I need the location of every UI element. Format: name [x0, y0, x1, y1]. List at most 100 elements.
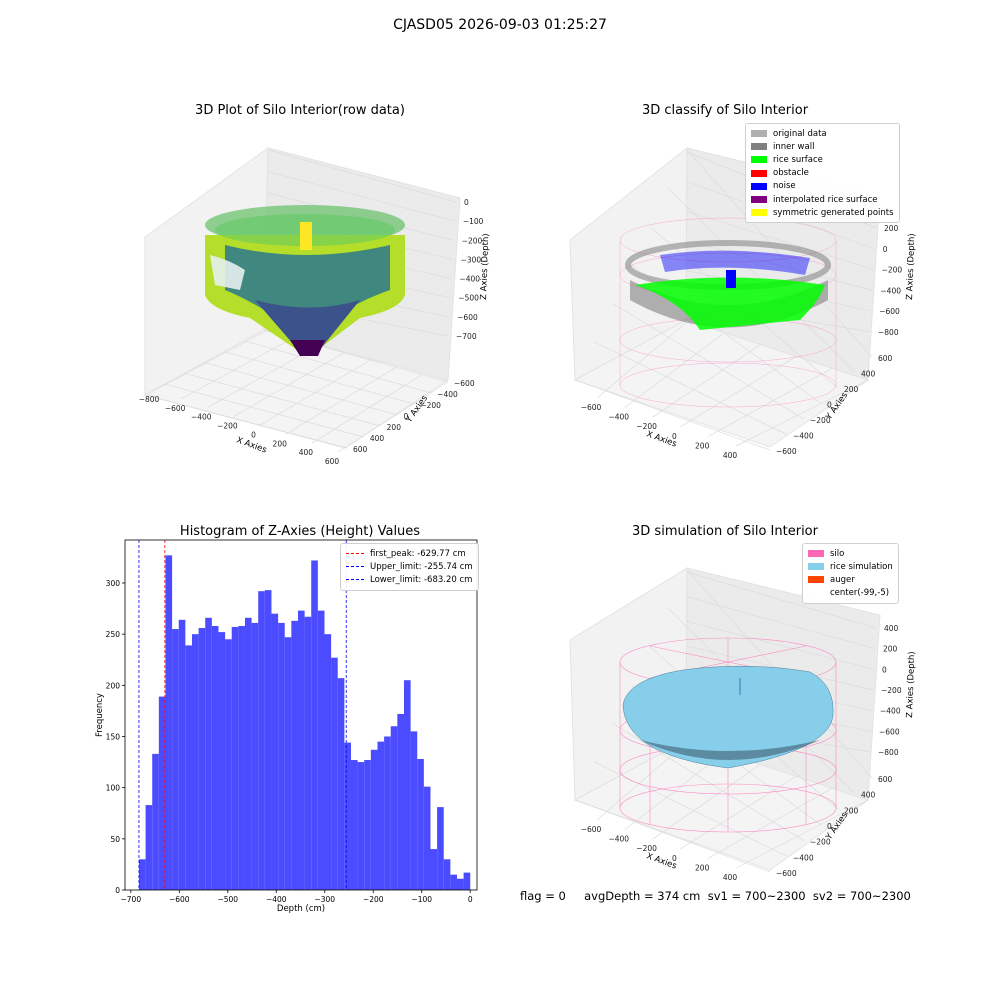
histogram-bar — [284, 637, 292, 890]
y-tick-label: 600 — [353, 445, 368, 454]
y-tick-label: 600 — [878, 354, 893, 363]
z-tick-label: 400 — [884, 624, 899, 633]
z-tick-label: 0 — [464, 198, 469, 207]
histogram-bar — [258, 591, 265, 890]
y-tick-label: 250 — [106, 630, 121, 639]
grid-line — [574, 379, 771, 451]
x-tick-label: −500 — [217, 895, 238, 904]
y-tick-label: 200 — [844, 385, 859, 394]
swatch — [808, 550, 824, 558]
x-tick-label: 600 — [325, 457, 340, 466]
histogram-bar — [403, 680, 411, 890]
grid-line — [593, 341, 788, 435]
y-tick-label: 0 — [404, 412, 409, 421]
line-swatch — [346, 553, 364, 555]
histogram-bar — [231, 626, 239, 890]
z-tick-label: −800 — [878, 328, 899, 337]
panel-1-plot: −800−600−400−20002004006006004002000−200… — [139, 147, 491, 466]
grid-line — [244, 340, 432, 394]
histogram-bar — [350, 760, 358, 890]
histogram-bar — [344, 742, 351, 890]
y-tick-label: −400 — [793, 432, 814, 441]
histogram-bar — [463, 872, 471, 890]
y-tick-label: 200 — [387, 423, 402, 432]
y-tick-label: −600 — [454, 379, 475, 388]
panel-2-plot: −600−400−20002004006004002000−200−400−60… — [569, 146, 917, 460]
histogram-bar — [178, 619, 186, 890]
y-tick-label: 0 — [827, 401, 832, 410]
grid-line — [686, 149, 873, 358]
y-tick-label: 600 — [878, 775, 893, 784]
z-tick-label: −300 — [461, 255, 482, 264]
line-swatch — [346, 579, 364, 581]
histogram-bar — [317, 610, 325, 890]
panel-1-title: 3D Plot of Silo Interior(row data) — [195, 103, 405, 118]
legend-rice-surface: rice surface — [751, 153, 894, 166]
legend-upper-limit: Upper_limit: -255.74 cm — [346, 560, 473, 573]
panel-1-point-cloud — [205, 205, 405, 356]
swatch — [751, 182, 767, 190]
grid-line — [612, 303, 805, 420]
panel-2-zlabel: Z Axies (Depth) — [905, 233, 917, 300]
y-tick-label: 150 — [106, 732, 121, 741]
histogram-bar — [165, 555, 173, 890]
panel-4-legend: silo rice simulation auger center(-99,-5… — [802, 543, 899, 604]
x-tick-label: 0 — [468, 895, 473, 904]
x-tick-label: 400 — [723, 451, 738, 460]
z-tick-label: 0 — [883, 245, 888, 254]
legend-interpolated: interpolated rice surface — [751, 193, 894, 206]
z-tick-label: −600 — [457, 313, 478, 322]
y-tick-label: 200 — [106, 681, 121, 690]
histogram-bar — [145, 805, 153, 890]
x-tick-label: −600 — [165, 404, 186, 413]
grid-line — [735, 799, 869, 869]
x-tick-label: 400 — [299, 448, 314, 457]
histogram-bar — [417, 759, 424, 890]
legend-rice-simulation: rice simulation — [808, 560, 893, 573]
histogram-bar — [244, 617, 252, 890]
legend-silo: silo — [808, 547, 893, 560]
grid-line — [574, 799, 771, 873]
grid-line — [624, 333, 724, 408]
grid-line — [680, 776, 796, 850]
legend-center: center(-99,-5) — [808, 587, 893, 600]
histogram-bar — [423, 786, 431, 890]
y-tick-label: 400 — [861, 370, 876, 379]
swatch — [808, 563, 824, 571]
y-tick-label: −400 — [793, 853, 814, 862]
histogram-bar — [138, 859, 146, 890]
histogram-bar — [397, 713, 404, 890]
histogram-bar — [410, 731, 418, 890]
histogram-bar — [364, 760, 371, 890]
grid-line — [686, 571, 877, 629]
histogram-bar — [384, 736, 391, 890]
grid-line — [652, 764, 760, 840]
panel-1-zlabel: Z Axies (Depth) — [479, 233, 491, 300]
legend-first-peak: first_peak: -629.77 cm — [346, 547, 473, 560]
grid-line — [735, 379, 869, 447]
histogram-bar — [450, 874, 457, 890]
x-tick-label: −300 — [314, 895, 335, 904]
histogram-bar — [337, 678, 345, 890]
x-tick-label: −600 — [581, 825, 602, 834]
grid-line — [144, 394, 348, 449]
histogram-bar — [225, 639, 232, 890]
z-tick-label: −200 — [882, 266, 903, 275]
z-tick-label: −100 — [463, 217, 484, 226]
z-tick-label: −500 — [458, 294, 479, 303]
x-tick-label: −600 — [581, 403, 602, 412]
grid-line — [337, 381, 449, 453]
histogram-bar — [357, 762, 365, 890]
x-tick-label: 200 — [273, 439, 288, 448]
grid-line — [686, 240, 873, 291]
z-tick-label: −600 — [879, 727, 900, 736]
swatch — [751, 209, 767, 217]
histogram-bar — [297, 610, 305, 890]
grid-line — [686, 620, 875, 670]
y-tick-label: 400 — [861, 791, 876, 800]
grid-line — [708, 788, 832, 859]
histogram-bar — [238, 625, 245, 890]
y-tick-label: −600 — [776, 869, 797, 878]
swatch — [751, 196, 767, 204]
z-tick-label: −200 — [881, 686, 902, 695]
